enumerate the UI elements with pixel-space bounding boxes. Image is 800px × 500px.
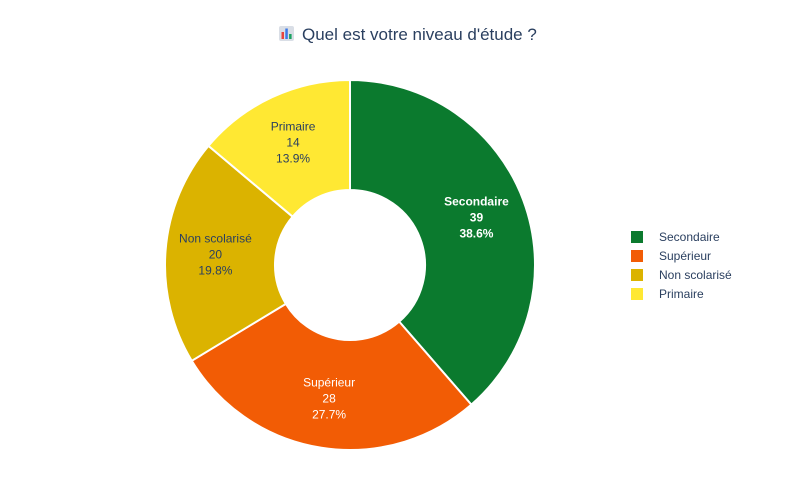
slice-labels: Secondaire 39 38.6% Supérieur 28 27.7% Non sco… — [179, 120, 509, 422]
slice-superieur[interactable] — [190, 302, 473, 451]
legend-swatch-superieur — [631, 250, 643, 262]
slices-group — [164, 78, 536, 451]
legend-item-secondaire[interactable]: Secondaire — [631, 230, 720, 244]
legend-item-non-scolarise[interactable]: Non scolarisé — [631, 268, 732, 282]
slice-non-scolarise[interactable] — [164, 144, 295, 363]
legend: Secondaire Supérieur Non scolarisé Primaire — [631, 230, 732, 301]
slice-secondaire[interactable] — [349, 78, 536, 407]
legend-item-superieur[interactable]: Supérieur — [631, 249, 711, 263]
legend-label-superieur: Supérieur — [659, 249, 711, 263]
slice-label-non-scolarise: Non scolarisé 20 19.8% — [179, 232, 252, 278]
slice-label-secondaire: Secondaire 39 38.6% — [444, 195, 509, 241]
slice-label-superieur: Supérieur 28 27.7% — [303, 375, 355, 421]
legend-swatch-primaire — [631, 288, 643, 300]
slice-label-primaire: Primaire 14 13.9% — [271, 120, 316, 166]
legend-label-non-scolarise: Non scolarisé — [659, 268, 732, 282]
legend-item-primaire[interactable]: Primaire — [631, 287, 704, 301]
bar-chart-icon — [279, 26, 294, 41]
legend-label-secondaire: Secondaire — [659, 230, 720, 244]
chart-title-text: Quel est votre niveau d'étude ? — [302, 25, 537, 44]
legend-swatch-non-scolarise — [631, 269, 643, 281]
legend-swatch-secondaire — [631, 231, 643, 243]
slice-primaire[interactable] — [207, 78, 351, 219]
legend-label-primaire: Primaire — [659, 287, 704, 301]
chart-title: Quel est votre niveau d'étude ? — [279, 25, 537, 44]
